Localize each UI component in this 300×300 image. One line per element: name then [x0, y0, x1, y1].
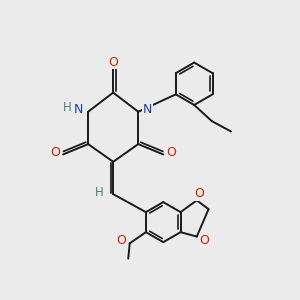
- Text: N: N: [143, 103, 152, 116]
- Text: H: H: [95, 186, 103, 199]
- Text: O: O: [50, 146, 60, 159]
- Text: O: O: [194, 188, 204, 200]
- Text: H: H: [63, 101, 72, 114]
- Text: O: O: [108, 56, 118, 69]
- Text: O: O: [199, 234, 209, 247]
- Text: O: O: [116, 234, 126, 247]
- Text: N: N: [74, 103, 83, 116]
- Text: O: O: [167, 146, 176, 159]
